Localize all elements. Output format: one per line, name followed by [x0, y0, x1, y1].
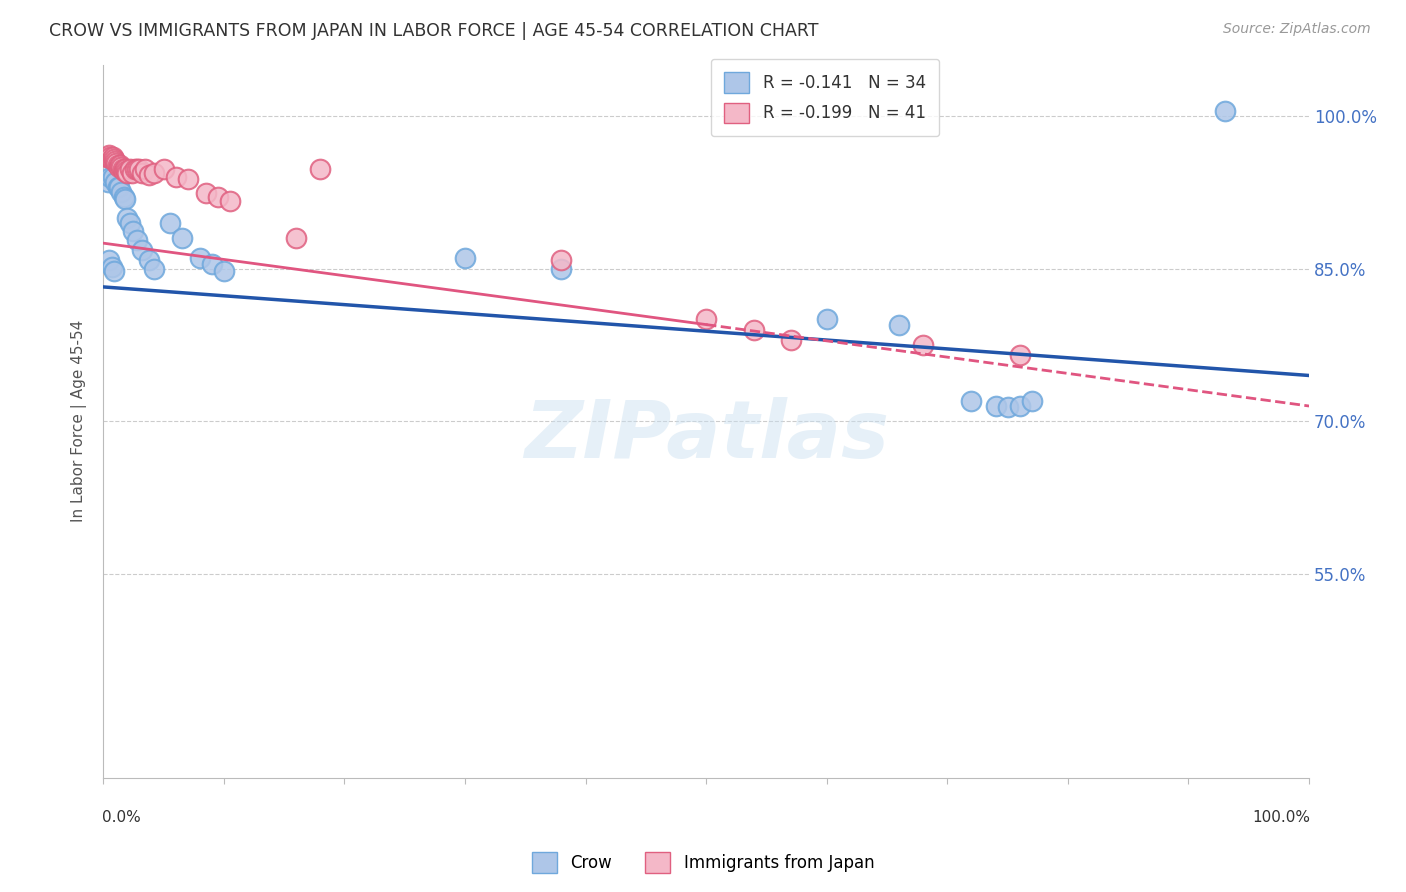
Point: [124, 161, 146, 176]
Point: [117, 166, 139, 180]
Point: [112, 190, 135, 204]
Point: [104, 153, 127, 168]
Point: [309, 161, 332, 176]
Point: [142, 166, 165, 180]
Point: [744, 323, 766, 337]
Point: [207, 190, 229, 204]
Point: [111, 161, 134, 176]
Point: [100, 150, 122, 164]
Point: [779, 333, 801, 347]
Point: [152, 161, 174, 176]
Point: [103, 263, 125, 277]
Point: [108, 180, 131, 194]
Text: Source: ZipAtlas.com: Source: ZipAtlas.com: [1223, 22, 1371, 37]
Point: [1008, 399, 1031, 413]
Text: 100.0%: 100.0%: [1253, 810, 1310, 824]
Point: [105, 155, 128, 169]
Point: [97, 175, 120, 189]
Point: [138, 253, 160, 268]
Text: CROW VS IMMIGRANTS FROM JAPAN IN LABOR FORCE | AGE 45-54 CORRELATION CHART: CROW VS IMMIGRANTS FROM JAPAN IN LABOR F…: [49, 22, 818, 40]
Point: [815, 312, 838, 326]
Point: [98, 147, 121, 161]
Point: [454, 252, 477, 266]
Point: [114, 161, 136, 176]
Point: [107, 180, 129, 194]
Point: [131, 244, 153, 258]
Text: ZIPatlas: ZIPatlas: [523, 397, 889, 475]
Y-axis label: In Labor Force | Age 45-54: In Labor Force | Age 45-54: [72, 320, 87, 523]
Point: [194, 186, 217, 201]
Point: [1008, 348, 1031, 362]
Point: [138, 168, 160, 182]
Legend: R = -0.141   N = 34, R = -0.199   N = 41: R = -0.141 N = 34, R = -0.199 N = 41: [711, 59, 939, 136]
Point: [188, 252, 211, 266]
Point: [212, 263, 235, 277]
Point: [201, 256, 224, 270]
Point: [1213, 103, 1236, 118]
Point: [108, 158, 131, 172]
Point: [550, 253, 572, 268]
Point: [887, 318, 910, 332]
Point: [176, 172, 198, 186]
Point: [114, 193, 136, 207]
Point: [115, 164, 138, 178]
Text: 0.0%: 0.0%: [103, 810, 141, 824]
Point: [117, 211, 139, 225]
Point: [128, 161, 150, 176]
Point: [108, 160, 131, 174]
Point: [285, 231, 308, 245]
Point: [103, 152, 125, 166]
Point: [218, 194, 240, 209]
Point: [142, 261, 165, 276]
Point: [159, 216, 181, 230]
Point: [170, 231, 193, 245]
Point: [118, 216, 141, 230]
Point: [121, 166, 143, 180]
Legend: Crow, Immigrants from Japan: Crow, Immigrants from Japan: [526, 846, 880, 880]
Point: [125, 161, 148, 176]
Point: [984, 399, 1007, 413]
Point: [104, 175, 127, 189]
Point: [550, 261, 572, 276]
Point: [101, 169, 124, 184]
Point: [112, 164, 135, 178]
Point: [101, 150, 124, 164]
Point: [122, 224, 145, 238]
Point: [100, 152, 122, 166]
Point: [110, 160, 132, 174]
Point: [1021, 393, 1043, 408]
Point: [912, 338, 935, 352]
Point: [131, 166, 153, 180]
Point: [98, 253, 121, 268]
Point: [118, 161, 141, 176]
Point: [100, 260, 122, 274]
Point: [96, 150, 118, 164]
Point: [125, 233, 148, 247]
Point: [960, 393, 983, 408]
Point: [165, 169, 187, 184]
Point: [695, 312, 717, 326]
Point: [107, 158, 129, 172]
Point: [97, 150, 120, 164]
Point: [997, 400, 1019, 414]
Point: [134, 161, 156, 176]
Point: [100, 169, 122, 184]
Point: [110, 186, 132, 200]
